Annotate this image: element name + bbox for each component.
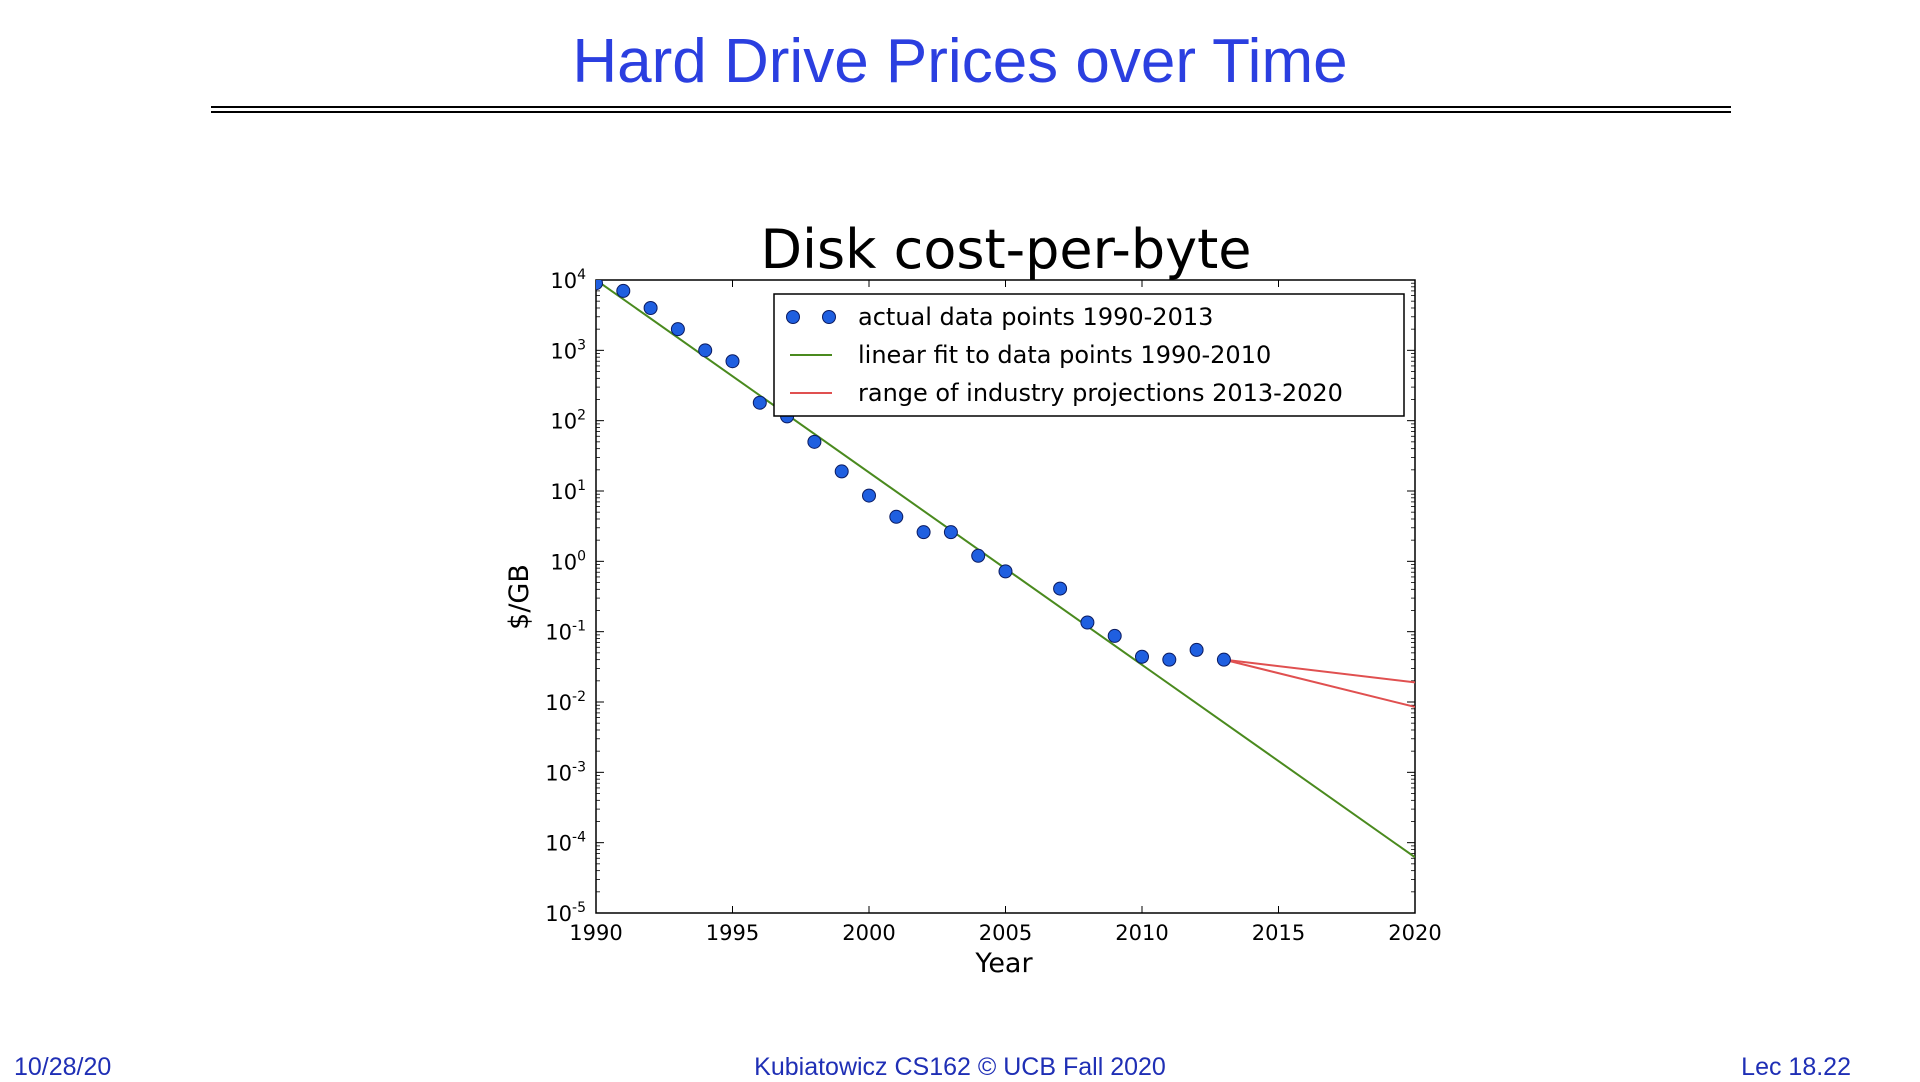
legend-box	[773, 293, 1405, 417]
y-tick-label: 101	[550, 478, 586, 504]
y-tick-label: 10-5	[545, 900, 586, 926]
y-tick-label: 10-4	[545, 830, 586, 856]
data-point	[943, 525, 958, 540]
data-point	[1080, 615, 1095, 630]
y-tick-label: 10-2	[545, 689, 586, 715]
footer-lecture-number: Lec 18.22	[1741, 1053, 1851, 1081]
y-tick-label: 10-1	[545, 619, 586, 645]
x-tick-label: 1990	[569, 921, 622, 945]
legend-point-marker	[822, 310, 836, 324]
title-divider-top	[211, 106, 1731, 108]
footer-date: 10/28/20	[14, 1053, 112, 1081]
data-point	[1162, 652, 1177, 667]
x-tick-label: 2000	[842, 921, 895, 945]
data-point	[1216, 652, 1231, 667]
x-tick-label: 2005	[979, 921, 1032, 945]
y-tick-label: 103	[550, 337, 586, 363]
legend-point-marker	[786, 310, 800, 324]
x-tick-label: 2015	[1252, 921, 1305, 945]
data-point	[862, 488, 876, 503]
projection-line	[1223, 658, 1415, 708]
data-point	[998, 564, 1013, 579]
data-point	[807, 434, 822, 449]
data-point	[916, 525, 931, 540]
legend-entry: actual data points 1990-2013	[858, 303, 1213, 331]
y-tick-label: 10-3	[545, 759, 586, 785]
data-point	[1107, 628, 1122, 643]
projection-line	[1223, 658, 1415, 684]
footer-course: Kubiatowicz CS162 © UCB Fall 2020	[754, 1053, 1166, 1081]
y-tick-label: 102	[550, 408, 586, 434]
data-point	[752, 395, 767, 410]
chart-title: Disk cost-per-byte	[760, 218, 1251, 281]
y-axis-label: $/GB	[504, 564, 535, 630]
data-point	[971, 548, 986, 563]
x-tick-label: 2010	[1115, 921, 1168, 945]
title-divider-bottom	[211, 111, 1731, 113]
data-point	[725, 354, 740, 369]
data-point	[670, 322, 685, 337]
legend-entry: linear fit to data points 1990-2010	[858, 341, 1271, 369]
data-point	[596, 280, 603, 291]
y-tick-label: 100	[550, 548, 586, 574]
x-tick-label: 1995	[706, 921, 759, 945]
data-point	[698, 343, 713, 358]
x-tick-label: 2020	[1388, 921, 1441, 945]
x-axis-label: Year	[974, 948, 1033, 979]
data-point	[1189, 642, 1204, 657]
data-point	[889, 509, 904, 524]
legend-entry: range of industry projections 2013-2020	[858, 379, 1343, 407]
data-point	[1053, 581, 1068, 596]
slide-title: Hard Drive Prices over Time	[572, 27, 1348, 96]
y-tick-label: 104	[550, 267, 586, 293]
data-point	[616, 283, 631, 298]
data-point	[643, 300, 658, 315]
data-point	[1135, 649, 1149, 664]
data-point	[834, 464, 849, 479]
